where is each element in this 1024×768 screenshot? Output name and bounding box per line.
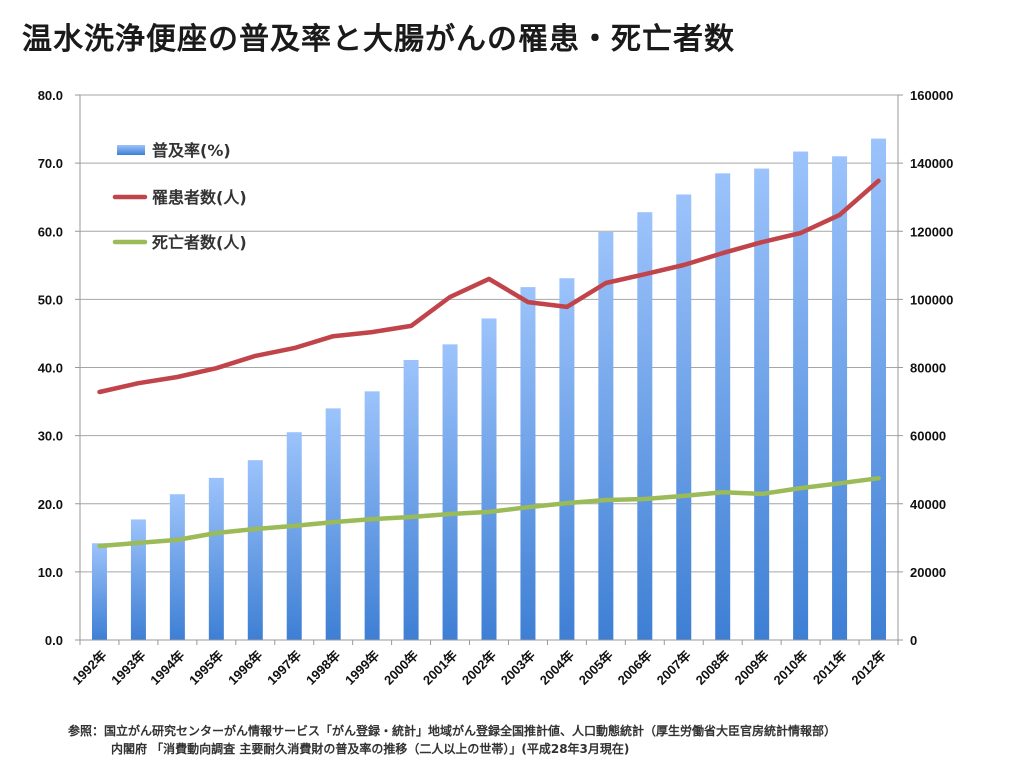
x-tick-label: 1995年 [186, 648, 226, 688]
bar-2009年 [754, 168, 770, 640]
x-tick-label: 2012年 [848, 648, 888, 688]
x-tick-label: 1997年 [264, 648, 304, 688]
bar-1993年 [130, 519, 146, 640]
x-tick-label: 2007年 [654, 648, 694, 688]
legend: 普及率(%) 罹患者数(人) 死亡者数(人) [112, 141, 247, 252]
bar-1999年 [364, 391, 380, 640]
x-tick-label: 2011年 [810, 648, 850, 688]
x-tick-label: 2005年 [576, 648, 616, 688]
y-right-tick-label: 60000 [910, 429, 946, 444]
bar-2010年 [793, 151, 809, 640]
chart-title: 温水洗浄便座の普及率と大腸がんの罹患・死亡者数 [22, 22, 735, 57]
bar-1994年 [169, 494, 185, 640]
y-right-tick-label: 100000 [910, 292, 953, 307]
y-right-tick-label: 160000 [910, 88, 953, 103]
bar-2011年 [832, 156, 848, 640]
y-right-tick-label: 80000 [910, 361, 946, 376]
x-tick-label: 2006年 [615, 648, 655, 688]
y-right-tick-label: 40000 [910, 497, 946, 512]
x-tick-label: 1996年 [225, 648, 265, 688]
legend-label: 罹患者数(人) [152, 188, 247, 207]
bar-2002年 [481, 318, 497, 640]
bar-2005年 [598, 231, 614, 640]
x-tick-label: 2001年 [420, 648, 460, 688]
y-left-tick-label: 40.0 [38, 361, 63, 376]
y-right-tick-label: 140000 [910, 156, 953, 171]
x-tick-label: 2010年 [770, 648, 810, 688]
y-right-tick-label: 0 [910, 633, 917, 648]
y-left-tick-label: 30.0 [38, 429, 63, 444]
y-left-tick-label: 60.0 [38, 224, 63, 239]
x-tick-label: 1993年 [108, 648, 148, 688]
bar-series [91, 138, 887, 641]
x-tick-label: 2000年 [381, 648, 421, 688]
bar-2007年 [676, 194, 692, 640]
bar-1996年 [247, 460, 263, 640]
y-left-tick-label: 10.0 [38, 565, 63, 580]
x-tick-label: 2003年 [498, 648, 538, 688]
y-right-tick-label: 20000 [910, 565, 946, 580]
bar-2001年 [442, 344, 458, 640]
x-tick-label: 1998年 [303, 648, 343, 688]
y-left-tick-label: 50.0 [38, 292, 63, 307]
bar-2006年 [637, 212, 653, 641]
legend-label: 死亡者数(人) [152, 233, 247, 252]
x-tick-label: 1992年 [69, 648, 109, 688]
x-tick-label: 2008年 [693, 648, 733, 688]
source-note-2: 内閣府 「消費動向調査 主要耐久消費財の普及率の推移（二人以上の世帯）」(平成2… [111, 742, 630, 756]
x-tick-label: 2002年 [459, 648, 499, 688]
bar-1997年 [286, 432, 302, 640]
bar-2008年 [715, 173, 731, 640]
bar-2004年 [559, 278, 575, 640]
y-left-tick-label: 80.0 [38, 88, 63, 103]
x-tick-label: 2004年 [537, 648, 577, 688]
legend-label: 普及率(%) [152, 141, 231, 160]
x-tick-label: 2009年 [732, 648, 772, 688]
line-series [97, 178, 881, 549]
y-left-tick-label: 20.0 [38, 497, 63, 512]
axes [75, 94, 903, 645]
bar-1992年 [91, 543, 107, 640]
y-left-tick-label: 70.0 [38, 156, 63, 171]
x-tick-label: 1994年 [147, 648, 187, 688]
legend-swatch-bar [117, 145, 145, 155]
bar-1995年 [208, 477, 224, 640]
bar-2000年 [403, 360, 419, 640]
y-left-tick-label: 0.0 [45, 633, 63, 648]
bar-2003年 [520, 287, 536, 640]
bar-2012年 [871, 138, 887, 640]
y-right-tick-label: 120000 [910, 224, 953, 239]
x-tick-label: 1999年 [342, 648, 382, 688]
source-note-1: 参照：国立がん研究センターがん情報サービス「がん登録・統計」地域がん登録全国推計… [68, 724, 837, 738]
